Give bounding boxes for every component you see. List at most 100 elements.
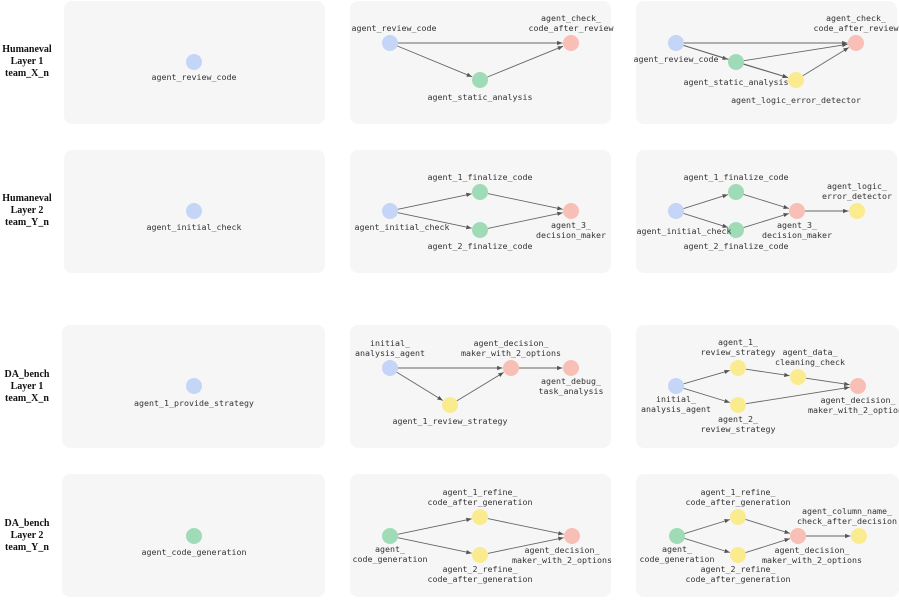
edge-arrow xyxy=(683,212,729,228)
row-label-line: team_X_n xyxy=(5,393,49,404)
agent-node-label: agent_2_finalize_code xyxy=(428,241,533,251)
agent-node-label-line: agent_1_refine_ xyxy=(701,487,776,497)
agent-node xyxy=(668,35,684,51)
agent-node-label-line: error_detector xyxy=(822,191,892,201)
edge-arrow xyxy=(683,369,730,385)
agent-node xyxy=(790,369,806,385)
agent-node-label-line: agent_1_provide_strategy xyxy=(134,398,254,408)
agent-node-label-line: agent_initial_check xyxy=(355,222,450,232)
agent-node-label-line: code_after_review xyxy=(529,23,614,33)
agent-node-label-line: agent_2_finalize_code xyxy=(684,241,789,251)
row-label-line: Layer 2 xyxy=(10,205,44,216)
agent-node xyxy=(472,509,488,525)
agent-node-label: agent_1_refine_ code_after_generation xyxy=(428,487,533,507)
agent-node-label-line: agent_1_finalize_code xyxy=(428,172,533,182)
agent-node xyxy=(382,360,398,376)
agent-node xyxy=(790,528,806,544)
agent-node xyxy=(728,54,744,70)
edge-arrow xyxy=(487,536,564,554)
row-label-line: team_Y_n xyxy=(5,542,49,553)
agent-node-label-line: agent_logic_error_detector xyxy=(731,95,861,105)
agent-node-label: initial_ analysis_agent xyxy=(355,338,425,358)
agent-node-label-line: check_after_decision xyxy=(797,516,897,526)
agent-node-label-line: agent_3_ xyxy=(777,220,817,230)
agent-node-label-line: initial_ xyxy=(656,394,696,404)
graph-panel xyxy=(350,474,611,597)
agent-node xyxy=(668,378,684,394)
agent-node-label-line: maker_with_2_options xyxy=(512,555,612,565)
agent-node-label-line: code_after_generation xyxy=(686,574,791,584)
agent-node-label: agent_column_name_ check_after_decision xyxy=(797,506,897,526)
agent-node xyxy=(186,54,202,70)
edge-arrow xyxy=(397,192,472,210)
edge-arrow xyxy=(802,47,850,77)
agent-node-label: initial_ analysis_agent xyxy=(641,394,711,414)
agent-node-label-line: agent_decision_ xyxy=(821,395,896,405)
agent-node-label: agent_decision_ maker_with_2_options xyxy=(461,338,561,358)
edge-arrow xyxy=(487,193,563,211)
row-label-line: team_X_n xyxy=(5,68,49,79)
agent-node-label: agent_review_code xyxy=(352,23,437,33)
agent-node xyxy=(472,184,488,200)
agent-node xyxy=(186,378,202,394)
agent-node xyxy=(728,184,744,200)
edge-arrow xyxy=(683,387,731,403)
agent-node-label: agent_1_finalize_code xyxy=(428,172,533,182)
agent-node-label-line: agent_decision_ xyxy=(525,545,600,555)
agent-node-label-line: agent_2_finalize_code xyxy=(428,241,533,251)
agent-node-label-line: agent_debug_ xyxy=(541,376,601,386)
agent-node xyxy=(730,397,746,413)
panels-layer xyxy=(62,1,899,597)
labels-layer: agent_review_code agent_review_code agent_… xyxy=(134,13,899,584)
edges-layer xyxy=(396,40,851,555)
agent-node-label-line: agent_3_ xyxy=(551,220,591,230)
nodes-layer xyxy=(186,35,867,563)
agent-node-label: agent_3_ decision_maker xyxy=(762,220,832,240)
agent-node-label: agent_static_analysis xyxy=(684,77,789,87)
agent-node xyxy=(728,222,744,238)
agent-node-label-line: agent_static_analysis xyxy=(684,77,789,87)
edge-arrow xyxy=(456,372,504,402)
agent-node xyxy=(472,222,488,238)
agent-node xyxy=(382,528,398,544)
agent-node-label-line: agent_review_code xyxy=(352,23,437,33)
edge-arrow xyxy=(397,45,473,78)
agent-node-label-line: code_generation xyxy=(353,554,428,564)
agent-node-label-line: decision_maker xyxy=(536,230,606,240)
edge-arrow xyxy=(683,194,729,210)
agent-node-label: agent_debug_ task_analysis xyxy=(539,376,604,396)
agent-node-label: agent_data_ cleaning_check xyxy=(775,347,845,367)
row-label-line: DA_bench xyxy=(4,369,50,380)
agent-node xyxy=(442,397,458,413)
row-label-humaneval-layer2: Humaneval Layer 2 team_Y_n xyxy=(0,193,54,229)
edge-arrow xyxy=(743,43,848,62)
agent-node-label: agent_logic_error_detector xyxy=(822,181,892,201)
agent-node xyxy=(563,360,579,376)
edge-arrow xyxy=(397,212,472,230)
agent-node-label: agent_1_provide_strategy xyxy=(134,398,254,408)
agent-node-label-line: maker_with_2_options xyxy=(461,348,561,358)
agent-node-label-line: agent_ xyxy=(662,544,692,554)
row-label-line: Layer 1 xyxy=(10,56,44,67)
agent-node xyxy=(668,203,684,219)
agent-node-label-line: code_after_generation xyxy=(428,574,533,584)
row-label-dabench-layer1: DA_bench Layer 1 team_X_n xyxy=(0,369,54,405)
agent-node-label: agent_initial_check xyxy=(637,226,732,236)
edge-arrow xyxy=(805,377,850,387)
agent-node-label: agent_check_ code_after_review xyxy=(529,13,614,33)
agent-node-label-line: maker_with_2_options xyxy=(762,555,862,565)
agent-node-label-line: agent_1_refine_ xyxy=(443,487,518,497)
agent-node xyxy=(849,203,865,219)
agent-node-label-line: decision_maker xyxy=(762,230,832,240)
agent-node-label-line: review_strategy xyxy=(701,347,776,357)
row-label-line: DA_bench xyxy=(4,518,50,529)
row-label-line: Layer 2 xyxy=(10,530,44,541)
edge-arrow xyxy=(684,537,731,553)
agent-node xyxy=(669,528,685,544)
agent-node-label: agent_decision_ maker_with_2_options xyxy=(512,545,612,565)
agent-node xyxy=(848,35,864,51)
agent-node xyxy=(850,378,866,394)
agent-node-label-line: cleaning_check xyxy=(775,357,845,367)
agent-node xyxy=(730,547,746,563)
